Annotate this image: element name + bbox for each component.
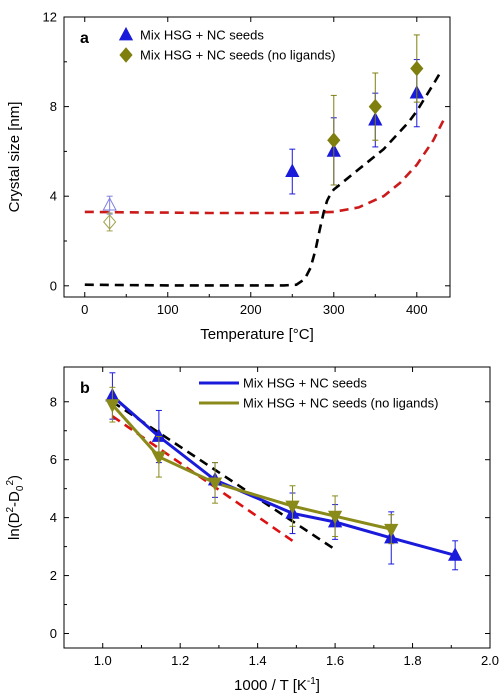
model-curve-0 bbox=[85, 116, 446, 213]
x-tick-label: 1.2 bbox=[171, 653, 189, 668]
panel-b-letter: b bbox=[80, 380, 90, 397]
legend-label: Mix HSG + NC seeds bbox=[140, 28, 264, 43]
panel-a-chart: 0 100 200 300 400 0 4 8 12 a Temperature [°C] Cr… bbox=[6, 10, 450, 344]
panel-a-y-axis-label: Crystal size [nm] bbox=[6, 102, 23, 213]
panel-b-x-axis-label-main: 1000 / T [K bbox=[234, 677, 307, 694]
x-tick-label: 2.0 bbox=[481, 653, 499, 668]
legend-label: Mix HSG + NC seeds bbox=[243, 376, 367, 391]
panel-b-x-axis-label: 1000 / T [K-1] bbox=[234, 676, 320, 694]
y-tick-label: 0 bbox=[50, 626, 57, 641]
legend-marker bbox=[120, 48, 132, 62]
panel-b-y-axis-label: ln(D2-D02) bbox=[5, 475, 26, 540]
panel-b-y-axis-label-end: ) bbox=[6, 475, 23, 480]
x-tick-label: 1.0 bbox=[94, 653, 112, 668]
panel-a-data-points bbox=[103, 35, 423, 231]
data-point-series-1 bbox=[328, 133, 340, 147]
data-point-series-1 bbox=[385, 524, 398, 536]
y-tick-label: 0 bbox=[50, 278, 57, 293]
panel-a-model-curves bbox=[85, 73, 446, 285]
panel-a-x-axis-label: Temperature [°C] bbox=[200, 326, 314, 343]
x-tick-label: 400 bbox=[406, 302, 428, 317]
panel-b-legend: Mix HSG + NC seeds Mix HSG + NC seeds (no… bbox=[199, 376, 438, 411]
y-tick-label: 4 bbox=[50, 510, 57, 525]
y-tick-label: 8 bbox=[50, 99, 57, 114]
y-tick-label: 8 bbox=[50, 394, 57, 409]
y-tick-label: 12 bbox=[43, 10, 57, 25]
y-tick-label: 2 bbox=[50, 568, 57, 583]
series-line-0 bbox=[112, 396, 455, 555]
x-tick-label: 300 bbox=[323, 302, 345, 317]
legend-label: Mix HSG + NC seeds (no ligands) bbox=[243, 396, 438, 411]
panel-b-series-lines bbox=[112, 396, 455, 555]
panel-b-y-axis-label-sub: 0 bbox=[15, 485, 26, 491]
x-tick-label: 200 bbox=[240, 302, 262, 317]
series-line-1 bbox=[112, 405, 391, 530]
data-point-series-0 bbox=[286, 165, 299, 177]
x-tick-label: 100 bbox=[157, 302, 179, 317]
panel-a-letter: a bbox=[80, 30, 89, 47]
panel-b-y-axis-label-mid: -D bbox=[6, 491, 23, 507]
panel-b-chart: 1.0 1.2 1.4 1.6 1.8 2.0 0 2 4 6 8 b 1000 / T [K-1]… bbox=[5, 367, 499, 694]
panel-b-x-axis-label-end: ] bbox=[316, 677, 320, 694]
legend-marker bbox=[120, 28, 133, 40]
legend-label: Mix HSG + NC seeds (no ligands) bbox=[140, 48, 335, 63]
panel-a-legend: Mix HSG + NC seeds Mix HSG + NC seeds (no… bbox=[120, 28, 336, 63]
y-tick-label: 4 bbox=[50, 189, 57, 204]
model-curve-1 bbox=[85, 73, 440, 285]
data-point-series-1 bbox=[411, 62, 423, 76]
x-tick-label: 1.6 bbox=[326, 653, 344, 668]
x-tick-label: 1.4 bbox=[249, 653, 267, 668]
y-tick-label: 6 bbox=[50, 452, 57, 467]
panel-b-y-axis-label-main: ln(D bbox=[6, 512, 23, 540]
x-tick-label: 0 bbox=[81, 302, 88, 317]
data-point-series-1 bbox=[369, 100, 381, 114]
x-tick-label: 1.8 bbox=[404, 653, 422, 668]
